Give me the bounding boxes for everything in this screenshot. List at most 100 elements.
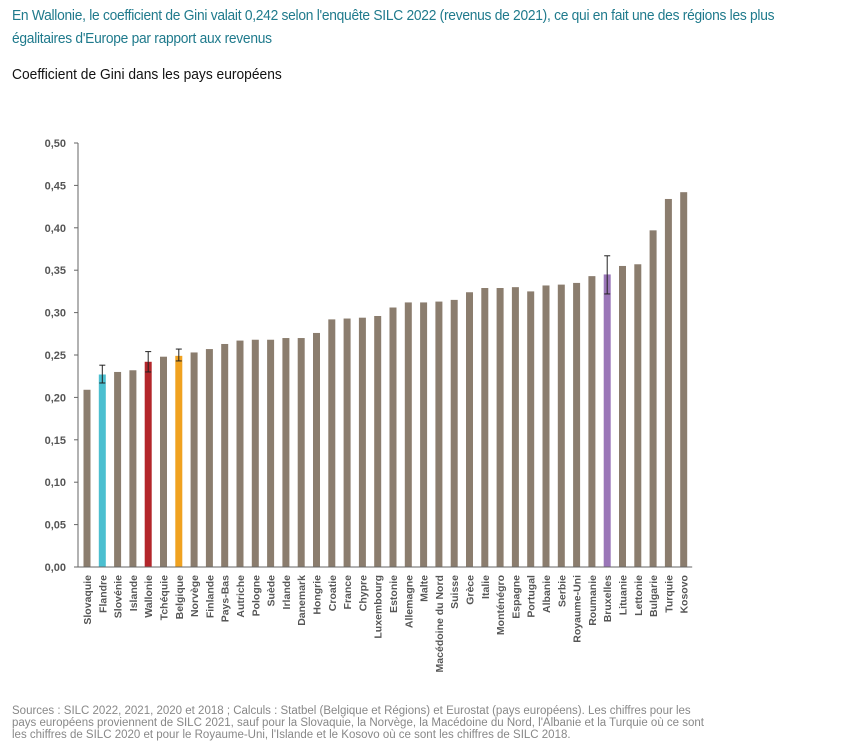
x-tick-label: Irlande	[281, 575, 293, 610]
bar-kosovo	[680, 192, 688, 567]
bar-hongrie	[313, 332, 320, 567]
bar-finlande	[205, 349, 213, 567]
x-tick-label: Belgique	[174, 575, 186, 619]
bar-lituanie	[619, 265, 626, 567]
error-bar	[175, 348, 182, 362]
x-tick-label: Roumanie	[587, 575, 599, 626]
bar-portugal	[527, 291, 535, 567]
bar-espagne	[511, 287, 519, 567]
bar-pays-bas	[221, 343, 229, 567]
x-tick-label: Islande	[128, 575, 140, 611]
x-tick-label: Wallonie	[143, 575, 155, 618]
x-tick-label: Slovénie	[113, 575, 125, 618]
x-tick-label: Norvège	[189, 575, 201, 617]
y-tick-label: 0,00	[45, 562, 66, 574]
bar-lettonie	[634, 264, 642, 567]
x-tick-label: Royaume-Uni	[572, 575, 584, 643]
x-tick-label: Grèce	[465, 575, 477, 605]
bar-suisse	[450, 299, 458, 567]
y-tick-label: 0,40	[45, 223, 66, 235]
bar-gr-ce	[466, 292, 473, 567]
gini-bar-chart: 0,00 0,05 0,10 0,15 0,20 0,25 0,30 0,35 0,40 0,45…	[45, 138, 693, 672]
error-bar	[145, 351, 152, 373]
x-tick-label: Croatie	[327, 575, 339, 611]
bar-italie	[481, 288, 489, 567]
x-tick-label: Albanie	[541, 575, 553, 613]
x-tick-label: Luxembourg	[373, 575, 385, 639]
bar-su-de	[267, 339, 275, 567]
bar-estonie	[389, 307, 397, 567]
x-tick-label: Espagne	[510, 575, 522, 619]
bar-islande	[129, 370, 137, 567]
chart-subtitle: Coefficient de Gini dans les pays europé…	[12, 66, 282, 83]
x-tick-label: Italie	[480, 575, 492, 599]
x-tick-label: Flandre	[97, 575, 109, 613]
x-tick-label: Finlande	[204, 575, 216, 618]
x-tick-label: Bruxelles	[602, 575, 614, 622]
x-tick-label: Suède	[266, 575, 278, 607]
x-tick-label: Estonie	[388, 575, 400, 613]
x-tick-label: Serbie	[556, 575, 568, 607]
y-tick-label: 0,10	[45, 477, 66, 489]
error-bar	[99, 364, 106, 384]
bar-danemark	[297, 338, 305, 567]
x-tick-label: Portugal	[526, 575, 538, 618]
x-tick-label: Kosovo	[679, 575, 691, 614]
x-tick-label: Malte	[419, 575, 431, 602]
y-tick-label: 0,30	[45, 308, 66, 320]
bar-slov-nie	[114, 371, 122, 567]
bar-mac-doine-du-nord	[435, 301, 443, 567]
bar-bruxelles	[603, 274, 611, 567]
y-tick-label: 0,50	[45, 138, 66, 150]
y-tick-label: 0,35	[45, 265, 66, 277]
bar-autriche	[236, 340, 244, 567]
x-tick-label: Lituanie	[618, 575, 630, 615]
x-tick-label: Allemagne	[403, 575, 415, 628]
bar-irlande	[282, 338, 290, 567]
x-tick-label: Turquie	[663, 575, 675, 613]
bar-royaume-uni	[573, 282, 581, 567]
x-tick-label: Chypre	[357, 575, 369, 611]
bar-albanie	[542, 285, 550, 567]
bar-luxembourg	[374, 315, 382, 567]
bar-croatie	[328, 319, 336, 567]
headline: En Wallonie, le coefficient de Gini vala…	[12, 7, 775, 47]
bars	[83, 192, 688, 567]
bar-flandre	[98, 374, 106, 567]
x-tick-label: Autriche	[235, 575, 247, 618]
x-tick-label: Suisse	[449, 575, 461, 609]
bar-chypre	[358, 317, 366, 567]
bar-turquie	[664, 198, 672, 567]
x-tick-label: Slovaquie	[82, 575, 94, 625]
y-tick-label: 0,45	[45, 180, 66, 192]
bar-slovaquie	[83, 389, 91, 567]
bar-serbie	[557, 284, 565, 567]
x-tick-label: Lettonie	[633, 575, 645, 616]
x-tick-label: Tchéquie	[159, 575, 171, 620]
error-bars	[99, 255, 611, 384]
bar-roumanie	[588, 276, 596, 567]
bar-bulgarie	[649, 230, 657, 567]
bar-wallonie	[144, 361, 152, 567]
y-tick-label: 0,25	[45, 350, 66, 362]
x-tick-label: Pologne	[250, 575, 262, 617]
bar-malte	[420, 302, 428, 567]
bar-mont-n-gro	[496, 288, 504, 567]
y-axis: 0,00 0,05 0,10 0,15 0,20 0,25 0,30 0,35 0,40 0,45…	[45, 138, 79, 574]
bar-belgique	[175, 355, 183, 567]
x-tick-label: France	[342, 575, 354, 610]
x-tick-label: Macédoine du Nord	[434, 575, 446, 672]
bar-tch-quie	[160, 356, 167, 567]
x-tick-label: Pays-Bas	[220, 575, 232, 622]
sources-note: Sources : SILC 2022, 2021, 2020 et 2018 …	[12, 705, 704, 741]
x-tick-label: Bulgarie	[648, 575, 660, 617]
y-tick-label: 0,15	[45, 435, 66, 447]
bar-france	[343, 318, 351, 567]
error-bar	[604, 255, 611, 295]
x-tick-label: Hongrie	[312, 575, 324, 615]
x-axis: Slovaquie Flandre Slovénie Islande Wallonie T…	[78, 566, 693, 672]
bar-allemagne	[404, 302, 412, 567]
x-tick-label: Danemark	[296, 575, 308, 626]
y-tick-label: 0,20	[45, 392, 66, 404]
x-tick-label: Monténégro	[495, 575, 507, 635]
